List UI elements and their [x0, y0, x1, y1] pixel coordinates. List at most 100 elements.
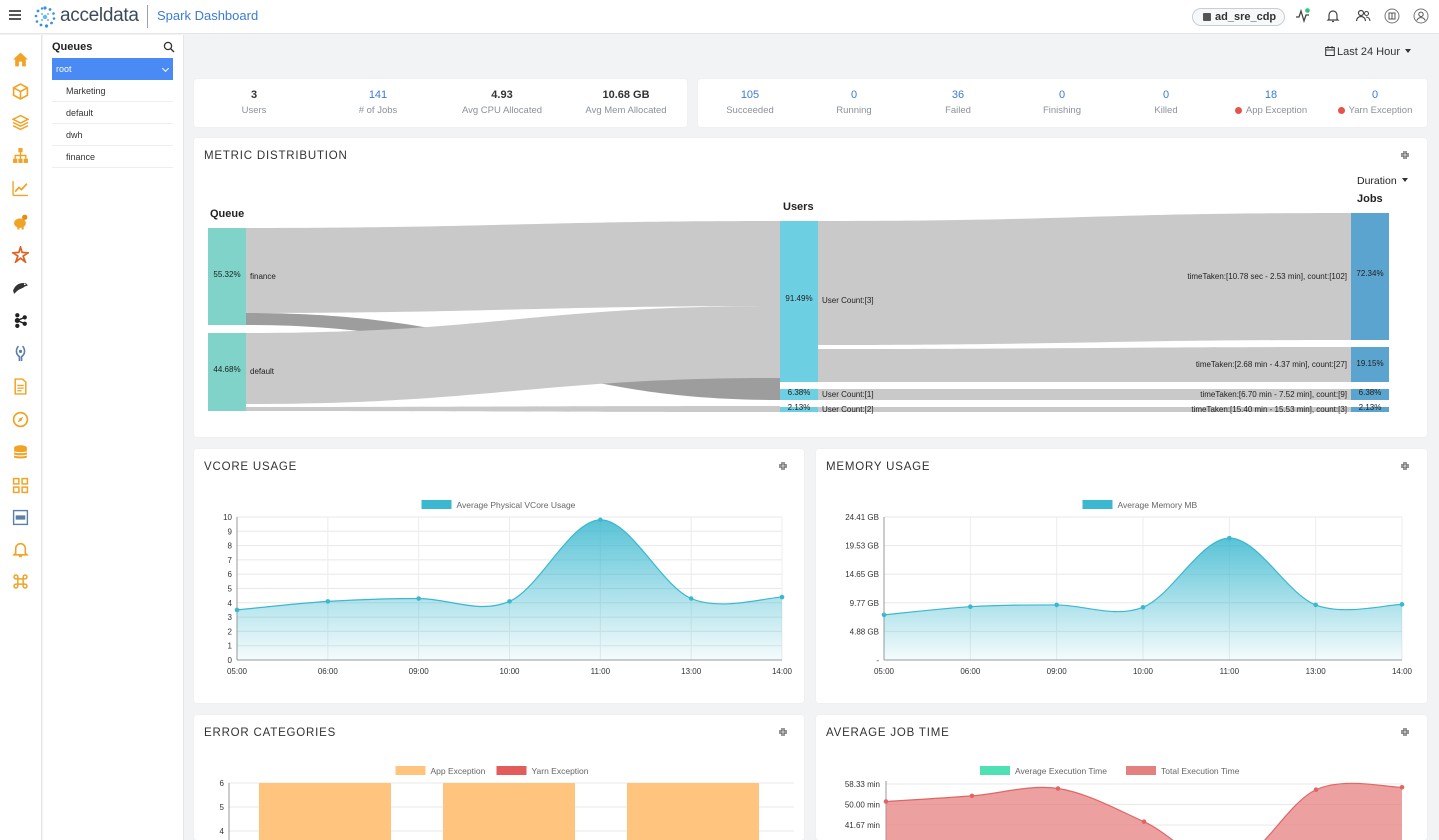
collapse-icon[interactable] — [1400, 461, 1410, 471]
legend-swatch — [395, 766, 426, 775]
stat-finishing-label: Finishing — [1042, 105, 1082, 116]
grid-icon[interactable] — [12, 477, 29, 494]
stat-avg-mem-value: 10.68 GB — [602, 89, 650, 101]
node-users-1[interactable] — [780, 389, 818, 400]
node-queue-finance[interactable] — [208, 228, 246, 325]
collapse-icon[interactable] — [778, 727, 788, 737]
spark-icon[interactable] — [12, 246, 29, 263]
error-categories-chart: App Exception Yarn Exception 6 5 4 — [220, 766, 794, 840]
queue-item-marketing[interactable]: Marketing — [52, 80, 173, 102]
command-icon[interactable] — [12, 573, 29, 590]
legend-label: Average Execution Time — [1015, 766, 1107, 776]
x-tick-label: 11:00 — [591, 667, 611, 676]
node-users-3[interactable] — [780, 221, 818, 382]
y-tick-label: 19.53 GB — [845, 542, 879, 551]
activity-icon[interactable] — [1295, 8, 1311, 24]
data-point — [779, 594, 785, 600]
y-tick-label: 58.33 min — [845, 780, 880, 789]
line-chart-icon[interactable] — [12, 180, 29, 197]
node-jobs-2[interactable] — [1351, 347, 1389, 382]
node-jobs-4[interactable] — [1351, 407, 1389, 412]
stat-avg-cpu-label: Avg CPU Allocated — [461, 105, 543, 116]
node-users-2[interactable] — [780, 407, 818, 412]
stat-users-value: 3 — [250, 89, 258, 101]
queue-item-finance[interactable]: finance — [52, 146, 173, 168]
jobs-2-label: timeTaken:[2.68 min - 4.37 min], count:[… — [1196, 360, 1347, 369]
node-jobs-1[interactable] — [1351, 213, 1389, 340]
col-jobs-label: Jobs — [1357, 193, 1383, 205]
jobs-2-pct: 19.15% — [1356, 359, 1383, 368]
zookeeper-icon[interactable] — [12, 345, 29, 362]
y-tick-label: 0 — [228, 656, 233, 665]
stat-running[interactable]: 0 Running — [814, 89, 894, 116]
database-icon[interactable] — [12, 444, 29, 461]
y-tick-label: 6 — [220, 779, 225, 788]
queue-root[interactable]: root — [52, 58, 173, 80]
stat-app-exception[interactable]: 18 App Exception — [1226, 89, 1316, 116]
bell-icon[interactable] — [1325, 8, 1341, 24]
divider — [147, 5, 148, 28]
queue-item-default[interactable]: default — [52, 102, 173, 124]
y-tick-label: 50.00 min — [845, 801, 880, 810]
node-jobs-3[interactable] — [1351, 389, 1389, 400]
time-range-dropdown[interactable]: Last 24 Hour — [1325, 46, 1411, 58]
collapse-icon[interactable] — [1400, 727, 1410, 737]
collapse-icon[interactable] — [1400, 150, 1410, 160]
metric-distribution-card: METRIC DISTRIBUTION Queu — [194, 138, 1427, 437]
layers-icon[interactable] — [12, 114, 29, 131]
legend-swatch — [421, 500, 452, 509]
y-tick-label: 7 — [228, 556, 233, 565]
queue-default-label: default — [250, 367, 275, 376]
y-tick-label: 4 — [220, 827, 225, 836]
x-tick-label: 09:00 — [409, 667, 430, 676]
average-job-time-card: AVERAGE JOB TIME Average Execution Time T… — [816, 715, 1427, 840]
data-point — [688, 596, 694, 601]
cluster-selector[interactable]: ad_sre_cdp — [1192, 8, 1286, 26]
stat-yarn-exception[interactable]: 0 Yarn Exception — [1330, 89, 1420, 116]
report-icon[interactable] — [12, 378, 29, 395]
y-tick-label: 10 — [223, 513, 232, 522]
hierarchy-icon[interactable] — [12, 147, 29, 164]
stat-killed[interactable]: 0 Killed — [1126, 89, 1206, 116]
cube-icon[interactable] — [12, 83, 29, 100]
home-icon[interactable] — [12, 51, 29, 68]
data-point — [1227, 535, 1232, 541]
node-queue-default[interactable] — [208, 333, 246, 411]
stat-jobs[interactable]: 141 # of Jobs — [328, 89, 428, 116]
error-categories-card: ERROR CATEGORIES App Exception Yarn Excep… — [194, 715, 804, 840]
calendar-icon — [1325, 46, 1335, 56]
stat-finishing[interactable]: 0 Finishing — [1022, 89, 1102, 116]
kafka-icon[interactable] — [12, 312, 29, 329]
stat-avg-cpu-value: 4.93 — [491, 89, 513, 101]
memory-chart: Average Memory MB - 4.88 GB 9.77 GB 14.65 GB… — [845, 500, 1413, 676]
collapse-icon[interactable] — [778, 461, 788, 471]
users-1-pct: 6.38% — [788, 388, 811, 397]
profile-icon[interactable] — [1413, 8, 1429, 24]
stat-succeeded[interactable]: 105 Succeeded — [710, 89, 790, 116]
top-bar: acceldata Spark Dashboard ad_sre_cdp — [0, 0, 1439, 34]
duration-dropdown[interactable]: Duration — [1357, 175, 1408, 187]
jobs-3-pct: 6.38% — [1359, 388, 1382, 397]
data-point — [883, 799, 889, 804]
stat-finishing-value: 0 — [1058, 89, 1066, 101]
building-icon[interactable] — [1384, 8, 1400, 24]
users-icon[interactable] — [1355, 8, 1371, 24]
menu-icon[interactable] — [9, 10, 21, 20]
stat-failed[interactable]: 36 Failed — [918, 89, 998, 116]
flow-users2-jobs4 — [818, 407, 1351, 412]
flow-default-users2 — [246, 406, 780, 412]
y-tick-label: 6 — [228, 570, 233, 579]
y-tick-label: - — [876, 656, 879, 665]
hadoop-icon[interactable] — [12, 213, 29, 230]
hive-icon[interactable] — [12, 279, 29, 296]
compass-icon[interactable] — [12, 411, 29, 428]
jobs-3-label: timeTaken:[6.70 min - 7.52 min], count:[… — [1200, 390, 1347, 399]
alert-bell-icon[interactable] — [12, 541, 29, 558]
queue-item-dwh[interactable]: dwh — [52, 124, 173, 146]
caret-down-icon — [1404, 49, 1411, 53]
y-tick-label: 9.77 GB — [850, 599, 879, 608]
stat-killed-label: Killed — [1154, 105, 1178, 116]
search-icon[interactable] — [163, 41, 175, 53]
sql-icon[interactable] — [12, 509, 29, 526]
time-range-label: Last 24 Hour — [1337, 46, 1400, 58]
